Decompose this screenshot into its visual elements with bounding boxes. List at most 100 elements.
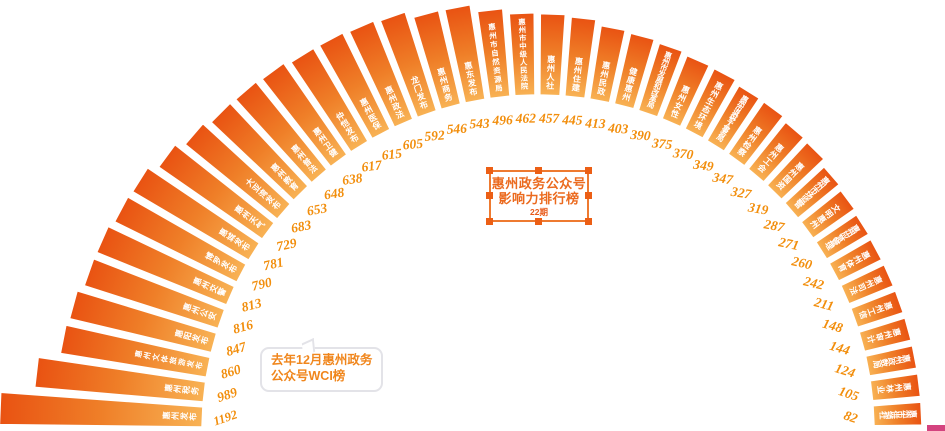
bar-label-char: 卫 — [322, 140, 334, 152]
bar — [83, 257, 226, 330]
bar-label-char: 州 — [882, 329, 893, 340]
bar-label-char: 发 — [466, 77, 478, 89]
bar — [828, 238, 883, 282]
bar-label-char: 法 — [848, 285, 860, 297]
bar — [850, 290, 905, 329]
bar-label-char: 布 — [418, 99, 429, 111]
bar-label-char: 州 — [546, 64, 556, 73]
bar-label-char: 市 — [659, 62, 670, 73]
bar-label-char: 展 — [654, 75, 665, 86]
callout-line1: 去年12月惠州政务 — [271, 353, 373, 367]
bar-label-char: 州 — [708, 88, 720, 100]
callout-line2: 公众号WCI榜 — [271, 369, 346, 383]
bar-label-char: 旅 — [168, 355, 178, 365]
bar-value: 390 — [629, 127, 652, 144]
bar-label-char: 务 — [718, 128, 730, 140]
bar-label-char: 政 — [886, 356, 898, 367]
selection-handle — [486, 192, 493, 199]
bar-label-char: 布 — [188, 412, 198, 421]
bar-value: 124 — [833, 360, 857, 380]
bar-label-char: 司 — [856, 282, 868, 293]
bar-label-char: 退 — [731, 107, 743, 119]
bar — [290, 47, 369, 153]
bar — [318, 32, 391, 140]
bar-label-char: 州 — [200, 279, 212, 291]
bar-value: 683 — [290, 217, 313, 236]
bar-label-char: 州 — [902, 409, 911, 419]
bar-label-char: 审 — [874, 332, 886, 343]
bar-value: 375 — [650, 135, 673, 152]
bar-label-char: 布 — [468, 86, 478, 97]
bar-label-char: 务 — [443, 91, 454, 103]
bar-label-char: 惠 — [173, 328, 185, 339]
bar-label-char: 州 — [572, 66, 582, 76]
bar-label-char: 州 — [240, 209, 253, 222]
bar-value: 287 — [762, 216, 787, 235]
chart-edition: 22期 — [530, 206, 548, 217]
bar-label-char: 革 — [648, 93, 659, 104]
bar-label-char: 州 — [873, 303, 885, 315]
bar — [379, 11, 438, 119]
bar — [784, 166, 841, 219]
bar-value: 347 — [711, 169, 735, 187]
bar — [815, 213, 870, 260]
bar-label-char: 建 — [571, 82, 581, 93]
bar-label-char: 健 — [628, 66, 639, 78]
bar-label-char: 人 — [723, 119, 735, 131]
bar-label-char: 惠 — [191, 276, 203, 288]
bar-label-char: 州 — [387, 93, 399, 105]
bar-label-char: 发 — [190, 332, 202, 344]
bar-value: 82 — [842, 407, 860, 426]
bar-label-char: 发 — [414, 90, 427, 103]
bar-label-char: 惠 — [547, 54, 556, 64]
bar-label-char: 育 — [836, 262, 849, 274]
bar-label-char: 州 — [171, 412, 180, 422]
bar-label-char: 局 — [871, 359, 882, 370]
bar-label-char: 惠 — [574, 56, 583, 67]
bar-label-char: 民 — [598, 78, 608, 88]
bar-label-char: 罗 — [212, 255, 224, 266]
bar-label-char: 发 — [185, 359, 196, 370]
bar-label-char: 市 — [490, 40, 499, 50]
bar — [588, 24, 627, 104]
bar-label-char: 惠 — [163, 383, 174, 392]
bar-value: 790 — [250, 274, 273, 293]
bar-label-char: 州 — [438, 75, 449, 86]
bar-label-char: 源 — [494, 75, 503, 85]
bar-label-char: 布 — [199, 335, 211, 346]
bar — [869, 372, 922, 402]
bar-label-char: 军 — [726, 115, 738, 127]
bar-label-char: 医 — [367, 112, 378, 124]
bar-label-char: 惠 — [739, 94, 751, 106]
bar-label-char: 人 — [546, 72, 555, 82]
bar-label-char: 惠 — [161, 411, 171, 420]
bar — [872, 401, 923, 427]
bar-value: 144 — [828, 338, 852, 358]
bar-label-char: 民 — [520, 66, 528, 75]
bar — [539, 12, 567, 97]
bar-label-char: 惠 — [518, 17, 526, 26]
bar-label-char: 惠 — [908, 410, 918, 419]
bar-label-char: 惠 — [134, 349, 144, 359]
bar-value: 457 — [538, 111, 561, 126]
bar-value: 847 — [224, 338, 249, 358]
bar-value: 445 — [561, 112, 583, 128]
bar-label-char: 发 — [179, 411, 189, 421]
bar-label-char: 州 — [745, 132, 758, 145]
bar — [661, 54, 711, 128]
chart-title-line2: 影响力排行榜 — [498, 190, 580, 206]
bar-label-char: 税 — [181, 384, 192, 394]
bar-label-char: 市 — [734, 102, 746, 114]
